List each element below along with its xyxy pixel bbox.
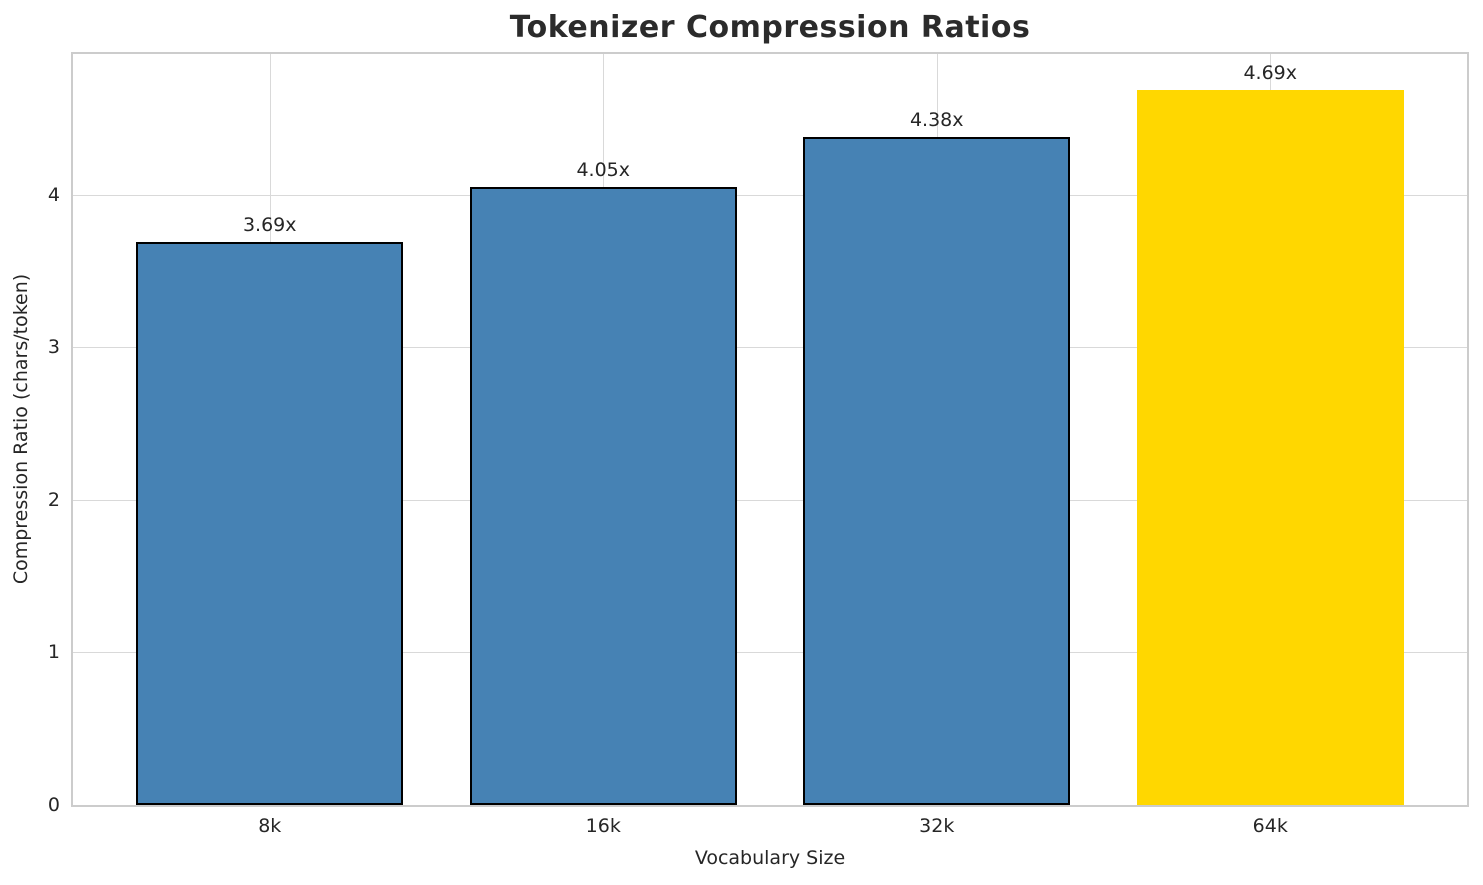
plot-area: 0 1 2 3 4 3.69x 8k 4.05x 16k 4.38x 32k 4.69x 64k	[48, 52, 1469, 837]
x-tick-label: 8k	[258, 815, 282, 837]
bar-value-label: 4.69x	[1243, 61, 1298, 84]
x-tick-label: 64k	[1252, 815, 1288, 837]
x-tick-label: 32k	[919, 815, 955, 837]
bar-8k	[136, 242, 404, 805]
y-tick-label: 4	[47, 183, 60, 206]
bar-value-label: 4.05x	[576, 159, 631, 182]
y-tick-label: 0	[47, 794, 60, 816]
gridline-h	[73, 347, 1467, 349]
y-axis-label: Compression Ratio (chars/token)	[10, 273, 32, 585]
bar-16k	[469, 187, 737, 805]
bar-value-label: 3.69x	[242, 214, 297, 237]
chart-title: Tokenizer Compression Ratios	[509, 10, 1031, 45]
gridline-h	[73, 652, 1467, 654]
x-tick-label: 16k	[585, 815, 621, 837]
bar-value-label: 4.38x	[909, 109, 964, 132]
gridline-h	[73, 194, 1467, 196]
y-tick-label: 1	[47, 641, 60, 664]
x-axis-label: Vocabulary Size	[694, 847, 846, 869]
y-tick-label: 2	[47, 488, 60, 511]
bar-32k	[803, 137, 1071, 805]
bar-64k	[1136, 89, 1404, 805]
y-tick-label: 3	[47, 336, 60, 359]
gridline-h	[73, 499, 1467, 501]
